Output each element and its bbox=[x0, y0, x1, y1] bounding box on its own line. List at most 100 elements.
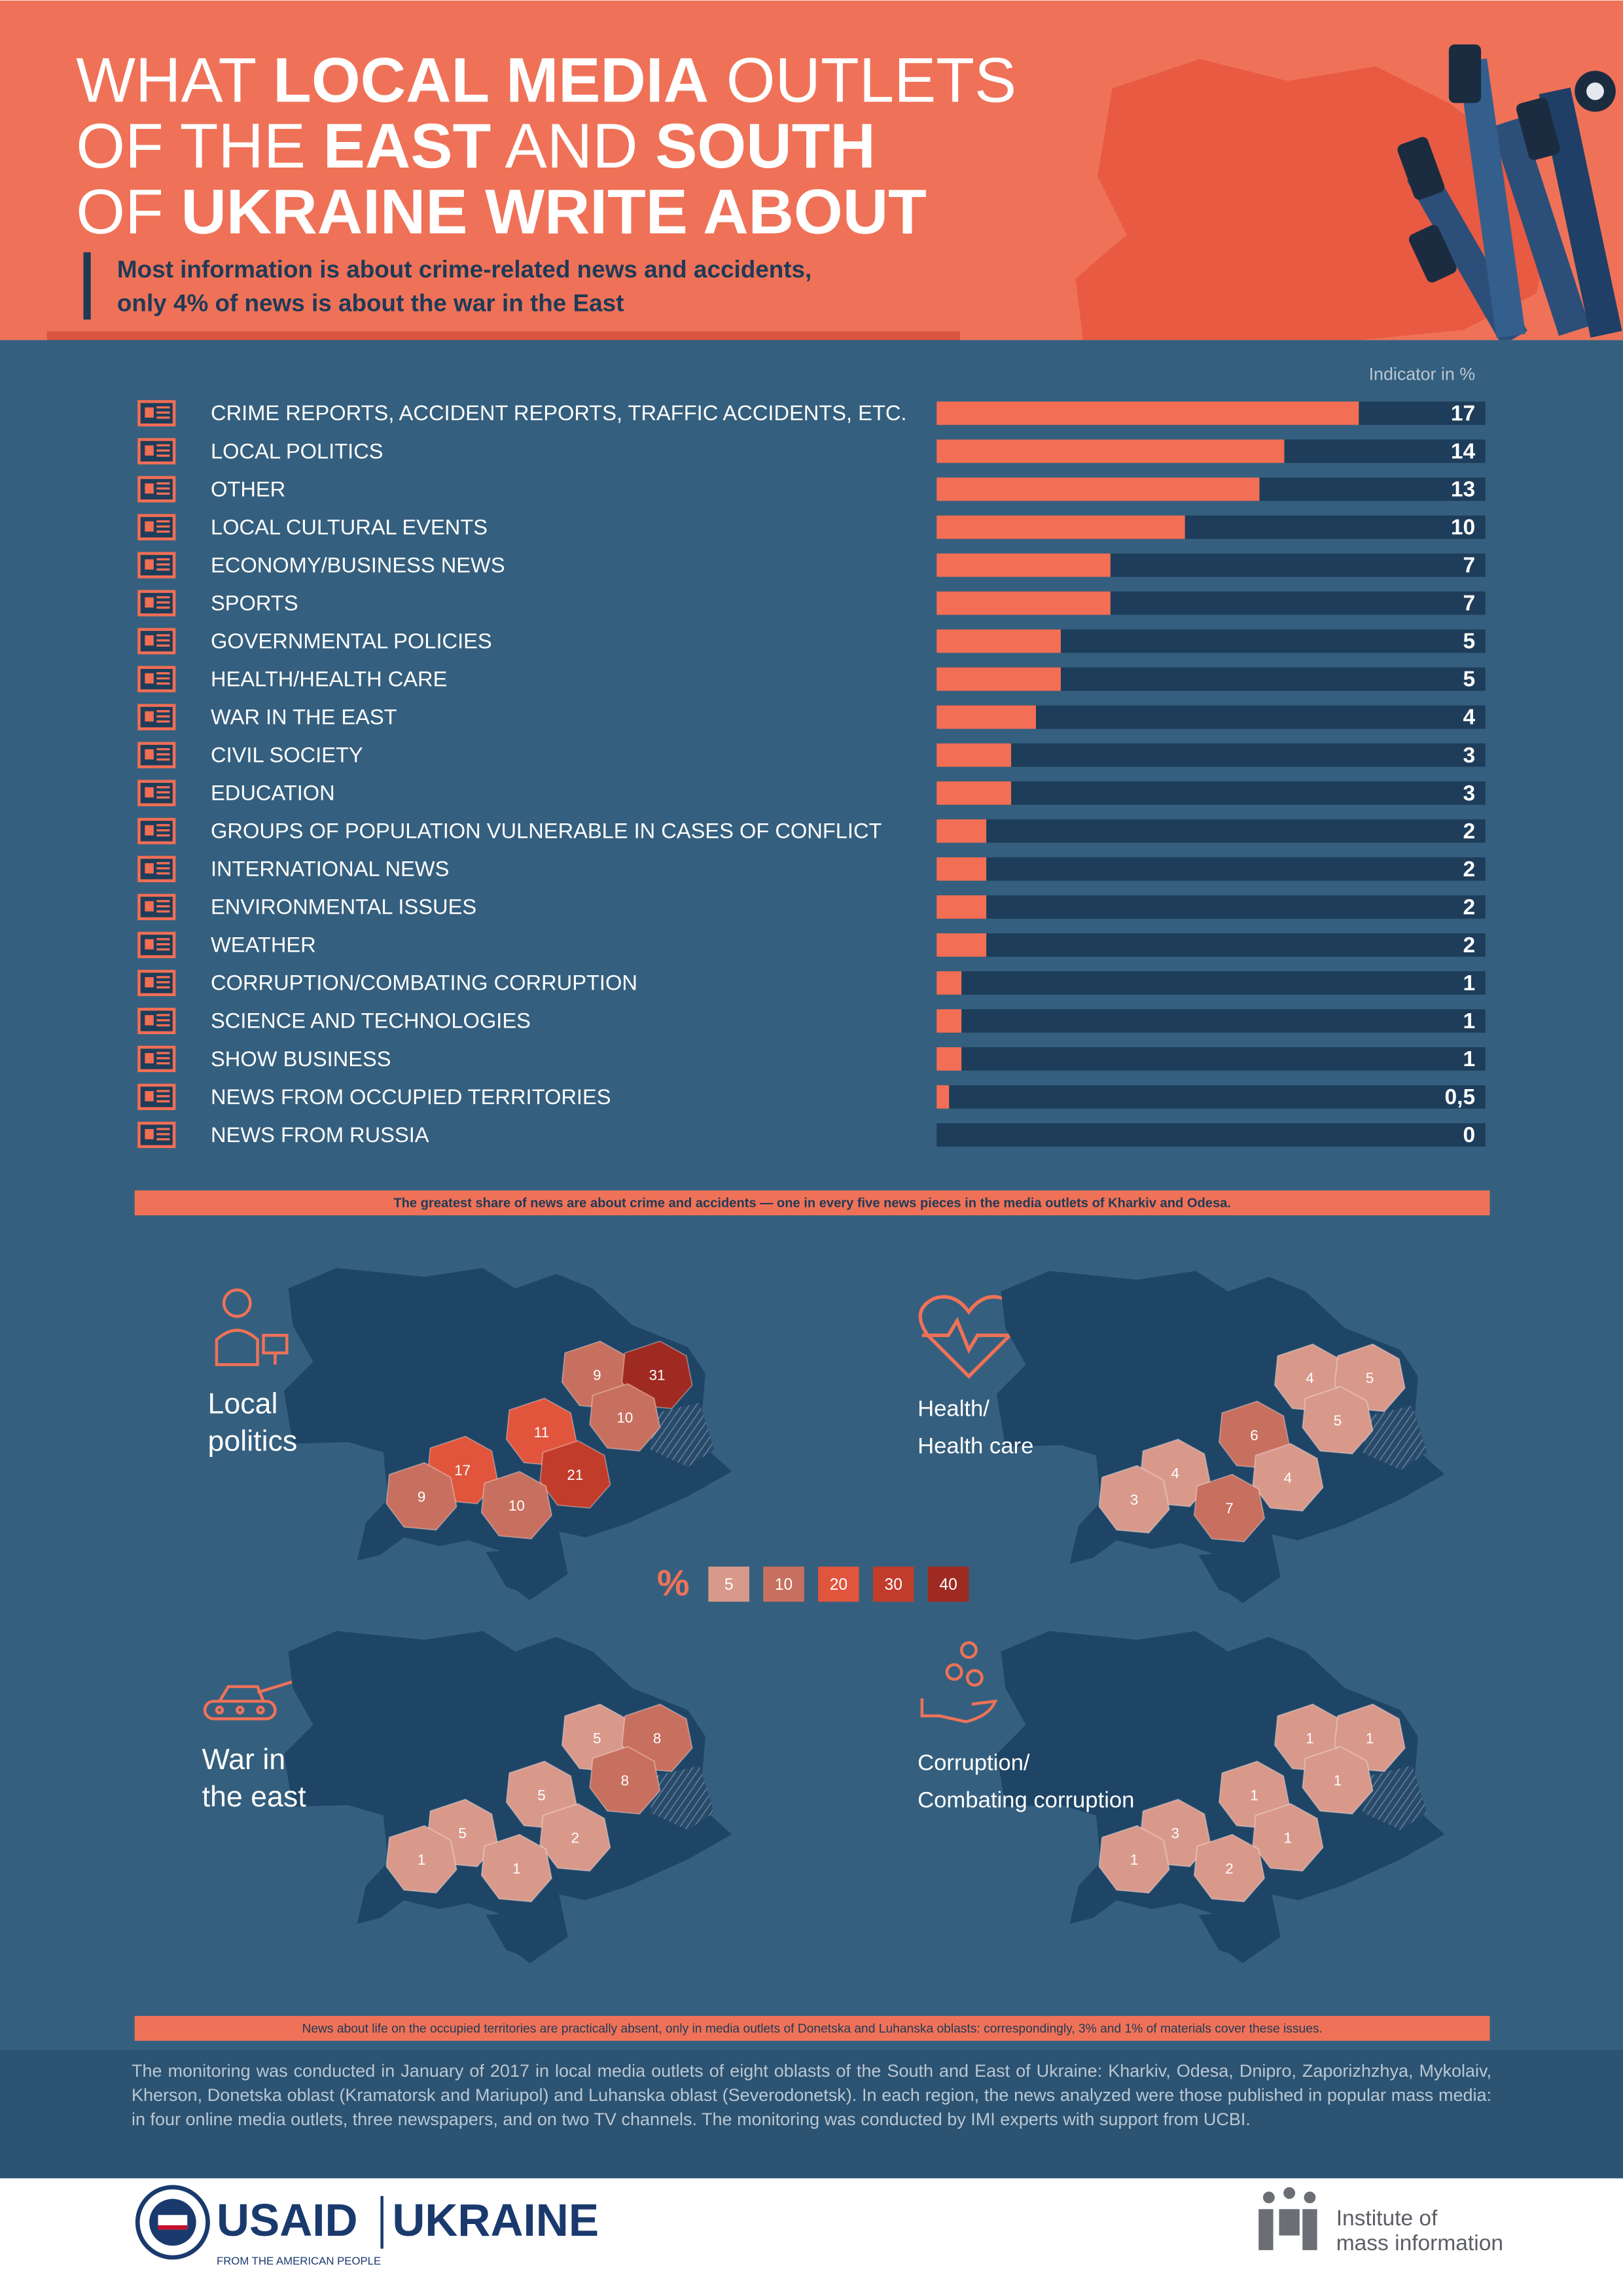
bar-track bbox=[936, 895, 1486, 919]
value-label: 7 bbox=[1463, 554, 1475, 578]
region-value: 1 bbox=[1306, 1730, 1313, 1746]
footer-background bbox=[0, 2049, 1623, 2179]
category-label: CORRUPTION/COMBATING CORRUPTION bbox=[211, 971, 637, 995]
value-label: 3 bbox=[1463, 781, 1475, 806]
value-label: 1 bbox=[1463, 971, 1475, 996]
icon-box bbox=[145, 711, 154, 722]
title-part: SOUTH bbox=[655, 112, 876, 182]
bar-track bbox=[936, 933, 1486, 957]
note: The greatest share of news are about cri… bbox=[393, 1196, 1231, 1210]
bar-track bbox=[936, 1009, 1486, 1033]
icon-box bbox=[145, 407, 154, 418]
bar bbox=[936, 743, 1012, 767]
region-value: 5 bbox=[537, 1787, 545, 1804]
map: 5 8 8 5 5 2 1 1 bbox=[283, 1630, 732, 1964]
region-value: 1 bbox=[418, 1852, 425, 1868]
category-label: GROUPS OF POPULATION VULNERABLE IN CASES… bbox=[211, 819, 882, 843]
category-icon bbox=[137, 1083, 176, 1111]
value-label: 13 bbox=[1451, 478, 1475, 502]
category-label: CIVIL SOCIETY bbox=[211, 743, 363, 767]
category-icon bbox=[137, 590, 176, 617]
bar-track bbox=[936, 857, 1486, 881]
map-title: Local bbox=[208, 1388, 278, 1420]
icon-box bbox=[145, 825, 154, 836]
bar-track bbox=[936, 1123, 1486, 1147]
title-part: UKRAINE WRITE ABOUT bbox=[181, 177, 927, 247]
map-region bbox=[589, 1383, 661, 1452]
category-icon bbox=[137, 476, 176, 503]
map-title: Health care bbox=[918, 1433, 1033, 1458]
category-label: NEWS FROM OCCUPIED TERRITORIES bbox=[211, 1085, 611, 1109]
imi-logo bbox=[1258, 2187, 1317, 2250]
legend-label: 10 bbox=[775, 1576, 793, 1594]
category-label: SCIENCE AND TECHNOLOGIES bbox=[211, 1009, 531, 1033]
crimea bbox=[1198, 1552, 1263, 1599]
legend-label: 20 bbox=[830, 1576, 847, 1594]
category-icon bbox=[137, 893, 176, 920]
axis-label: Indicator in % bbox=[1369, 364, 1476, 384]
bar bbox=[936, 819, 987, 843]
title-line: OF THE EAST AND SOUTH bbox=[76, 112, 876, 182]
map: 1 1 1 1 3 1 1 2 bbox=[996, 1630, 1445, 1964]
map: 9 31 10 11 17 21 9 10 bbox=[283, 1268, 732, 1601]
bar bbox=[936, 629, 1061, 653]
category-label: ENVIRONMENTAL ISSUES bbox=[211, 895, 476, 919]
map-title: the east bbox=[202, 1781, 307, 1813]
category-icon bbox=[137, 514, 176, 541]
legend-label: 5 bbox=[724, 1576, 734, 1594]
imi-name: Institute of bbox=[1336, 2206, 1438, 2231]
bar bbox=[936, 857, 987, 881]
region-value: 1 bbox=[1130, 1852, 1138, 1868]
region-value: 9 bbox=[593, 1367, 601, 1384]
bar bbox=[936, 933, 987, 957]
map-region bbox=[1193, 1473, 1266, 1543]
bar-track bbox=[936, 781, 1486, 805]
region-value: 17 bbox=[454, 1462, 471, 1479]
map-title: Corruption/ bbox=[918, 1751, 1030, 1776]
category-icon bbox=[137, 1045, 176, 1073]
region-value: 2 bbox=[571, 1829, 579, 1846]
bar bbox=[936, 781, 1012, 805]
category-icon bbox=[137, 780, 176, 806]
category-label: LOCAL CULTURAL EVENTS bbox=[211, 514, 488, 539]
note: News about life on the occupied territor… bbox=[302, 2022, 1322, 2036]
category-label: SHOW BUSINESS bbox=[211, 1047, 391, 1071]
region-value: 8 bbox=[653, 1730, 661, 1746]
title-line: OF UKRAINE WRITE ABOUT bbox=[76, 177, 927, 247]
corruption-icon bbox=[920, 1641, 998, 1723]
map-region bbox=[385, 1825, 457, 1894]
category-label: WEATHER bbox=[211, 933, 316, 957]
category-label: HEALTH/HEALTH CARE bbox=[211, 666, 447, 691]
legend-swatch bbox=[708, 1566, 749, 1602]
map-region bbox=[1098, 1465, 1170, 1534]
region-value: 5 bbox=[1366, 1370, 1374, 1386]
category-icon bbox=[137, 855, 176, 882]
map-region bbox=[1098, 1825, 1170, 1894]
region-value: 8 bbox=[621, 1772, 629, 1789]
region-value: 10 bbox=[616, 1410, 633, 1426]
category-icon bbox=[137, 1007, 176, 1035]
map-region bbox=[480, 1833, 553, 1903]
region-value: 1 bbox=[1250, 1787, 1258, 1804]
region-value: 3 bbox=[1171, 1825, 1179, 1842]
map-region bbox=[589, 1746, 661, 1815]
bar-track bbox=[936, 1085, 1486, 1109]
value-label: 7 bbox=[1463, 592, 1475, 616]
value-label: 4 bbox=[1463, 706, 1475, 730]
imi-name: mass information bbox=[1336, 2231, 1503, 2255]
value-label: 14 bbox=[1451, 440, 1476, 464]
value-label: 2 bbox=[1463, 933, 1475, 958]
region-value: 1 bbox=[1366, 1730, 1374, 1746]
icon-box bbox=[145, 521, 154, 532]
crimea bbox=[486, 1912, 550, 1959]
value-label: 0,5 bbox=[1445, 1085, 1476, 1109]
map-region bbox=[480, 1471, 553, 1540]
region-value: 9 bbox=[418, 1488, 425, 1505]
region-value: 21 bbox=[567, 1467, 583, 1483]
map-title: Combating corruption bbox=[918, 1788, 1134, 1813]
bar bbox=[936, 1047, 962, 1071]
category-label: ECONOMY/BUSINESS NEWS bbox=[211, 552, 505, 577]
